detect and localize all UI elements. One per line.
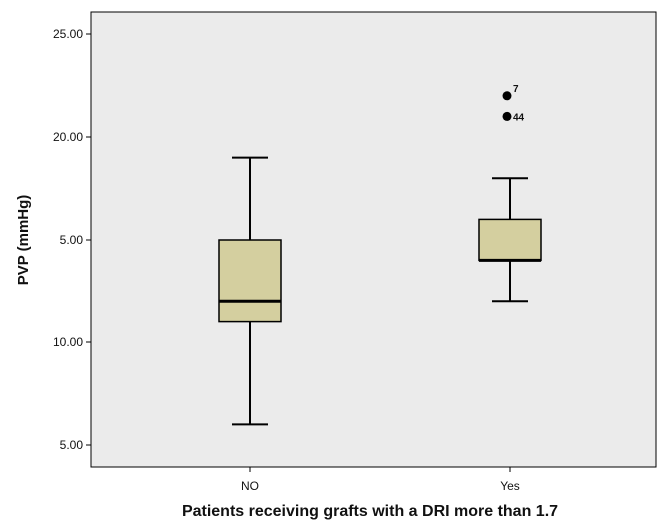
box-no [218,156,282,426]
outlier-point [502,111,512,121]
y-tick-label: 20.00 [53,130,83,144]
y-tick-label: 10.00 [53,335,83,349]
iqr-box [478,218,542,262]
box-yes: 7 44 [478,84,542,303]
y-tick-label: 5.00 [60,233,84,247]
outlier-label: 44 [513,112,525,123]
x-tick-label: NO [241,479,259,493]
plot-area [90,11,657,468]
y-axis-title: PVP (mmHg) [15,195,32,286]
y-axis-ticks: 5.00 10.00 5.00 20.00 25.00 [53,27,91,452]
x-tick-label: Yes [500,479,520,493]
boxes-layer: 7 44 [218,84,542,426]
y-tick-label: 5.00 [60,438,84,452]
iqr-box [218,239,282,323]
x-axis-title: Patients receiving grafts with a DRI mor… [182,503,558,520]
y-tick-label: 25.00 [53,27,83,41]
x-axis-ticks: NO Yes [241,467,520,493]
outlier-label: 7 [513,84,519,95]
outlier-point [502,91,512,101]
